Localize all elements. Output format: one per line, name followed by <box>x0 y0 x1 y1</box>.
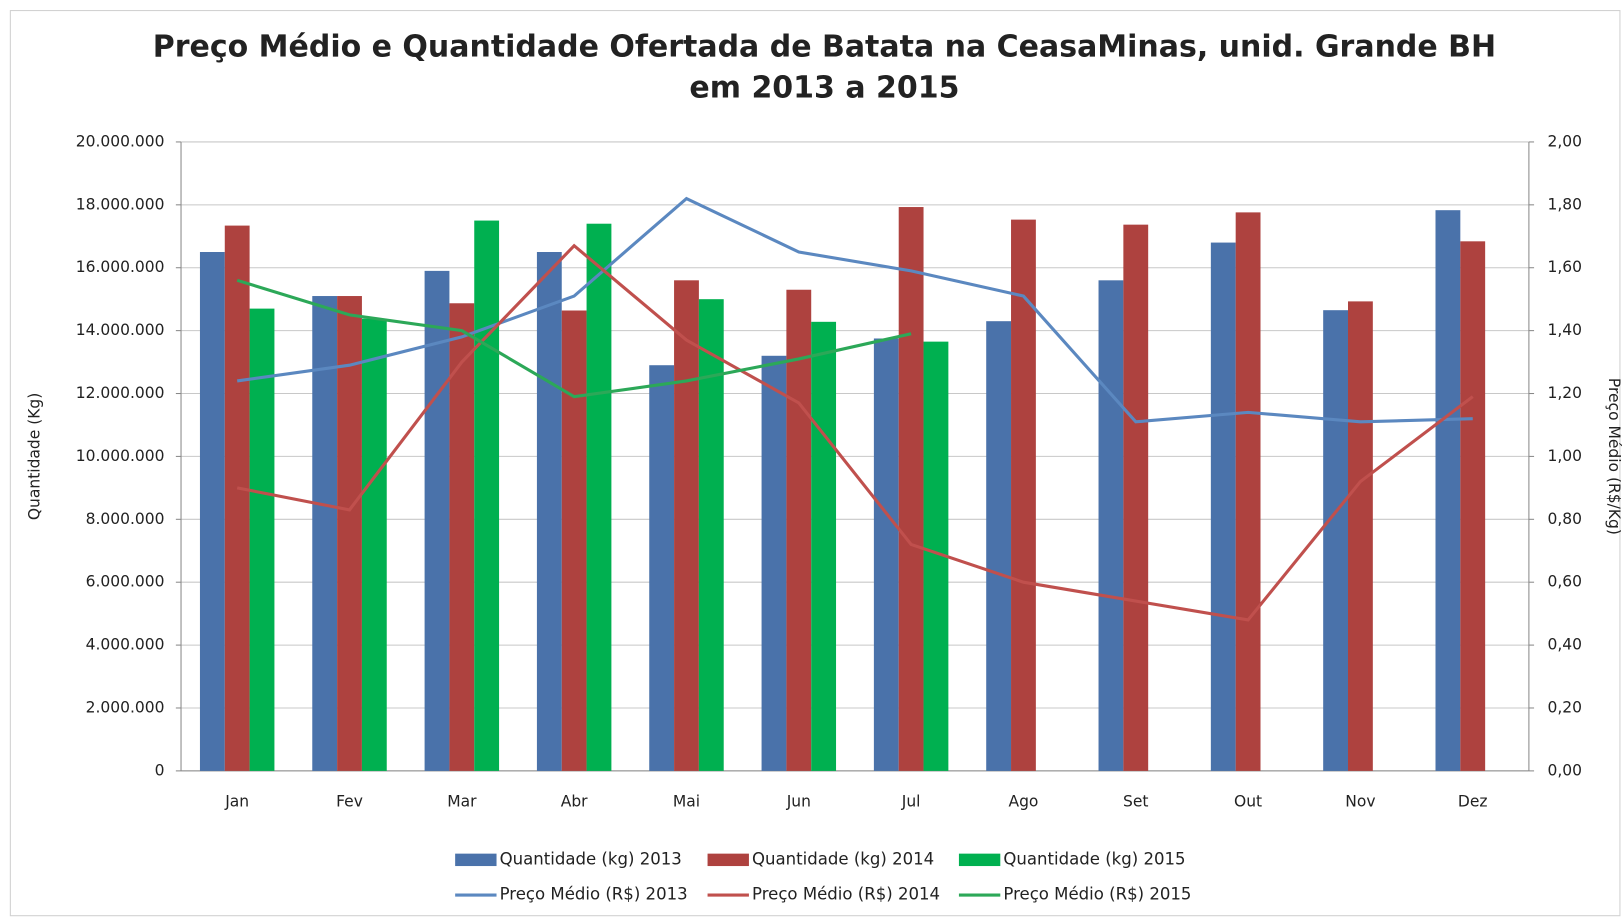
bar <box>449 303 475 771</box>
y2-tick-label: 1,60 <box>1548 258 1583 276</box>
y2-tick-label: 0,20 <box>1548 698 1583 716</box>
chart-title: Preço Médio e Quantidade Ofertada de Bat… <box>153 29 1496 64</box>
bar <box>1210 242 1236 771</box>
y2-axis-title: Preço Médio (R$/Kg) <box>1605 378 1622 535</box>
legend-swatch <box>707 853 749 867</box>
bar <box>986 321 1012 771</box>
x-tick-label: Jul <box>901 792 921 810</box>
legend-label: Preço Médio (R$) 2013 <box>500 885 688 904</box>
bar <box>337 296 362 771</box>
line <box>236 243 1474 622</box>
y-tick-label: 8.000.000 <box>86 510 165 528</box>
y-tick-label: 4.000.000 <box>86 636 165 654</box>
x-tick-label: Dez <box>1458 792 1488 810</box>
y-tick-label: 18.000.000 <box>76 195 165 213</box>
bar <box>536 252 562 771</box>
y2-tick-label: 0,00 <box>1548 761 1583 779</box>
bar <box>1348 301 1373 771</box>
y-tick-label: 6.000.000 <box>86 573 165 591</box>
bar <box>1098 280 1124 771</box>
x-tick-label: Set <box>1123 792 1148 810</box>
x-tick-label: Ago <box>1008 792 1038 810</box>
x-tick-label: Abr <box>561 792 588 810</box>
line <box>236 196 1473 424</box>
y-tick-label: 2.000.000 <box>86 698 165 716</box>
bar <box>786 289 812 771</box>
bar <box>224 225 250 771</box>
bar <box>1460 241 1486 771</box>
y2-tick-label: 0,40 <box>1548 636 1583 654</box>
bar <box>1323 310 1349 771</box>
y2-tick-label: 0,60 <box>1548 573 1583 591</box>
bar <box>898 207 924 771</box>
bar <box>561 310 587 771</box>
bar <box>1011 219 1036 771</box>
y2-tick-label: 2,00 <box>1548 132 1583 150</box>
line <box>236 278 912 399</box>
y2-tick-label: 1,00 <box>1548 447 1583 465</box>
x-tick-label: Out <box>1234 792 1262 810</box>
x-tick-label: Nov <box>1345 792 1375 810</box>
legend-swatch <box>958 853 1001 867</box>
y-tick-label: 16.000.000 <box>76 258 165 276</box>
y-tick-label: 10.000.000 <box>76 447 165 465</box>
y2-tick-label: 1,80 <box>1548 195 1583 213</box>
legend-swatch <box>455 853 497 867</box>
bar <box>1435 210 1461 771</box>
legend-label: Quantidade (kg) 2015 <box>1003 849 1185 868</box>
y2-tick-label: 1,20 <box>1548 384 1583 402</box>
bar <box>199 252 225 771</box>
bar <box>1235 212 1261 771</box>
bar <box>361 318 387 771</box>
y2-tick-label: 1,40 <box>1548 321 1583 339</box>
bar <box>1123 224 1149 771</box>
x-tick-label: Jan <box>224 792 249 810</box>
x-tick-label: Mar <box>447 792 477 810</box>
y-tick-label: 12.000.000 <box>76 384 165 402</box>
y-tick-label: 0 <box>155 761 165 779</box>
bar <box>649 365 675 771</box>
y-tick-label: 20.000.000 <box>76 132 165 150</box>
bar <box>424 270 450 771</box>
bar <box>761 355 787 771</box>
x-tick-label: Mai <box>673 792 700 810</box>
y-axis-title: Quantidade (Kg) <box>26 393 44 520</box>
bar <box>474 220 500 771</box>
bar <box>698 299 724 771</box>
bar <box>586 223 612 771</box>
x-tick-label: Jun <box>786 792 811 810</box>
y-tick-label: 14.000.000 <box>76 321 165 339</box>
legend-label: Preço Médio (R$) 2015 <box>1003 885 1191 904</box>
x-tick-label: Fev <box>336 792 363 810</box>
legend-label: Quantidade (kg) 2014 <box>752 849 934 868</box>
bar <box>811 321 837 771</box>
legend-label: Quantidade (kg) 2013 <box>500 849 682 868</box>
legend-label: Preço Médio (R$) 2014 <box>752 885 940 904</box>
bar <box>249 308 275 771</box>
bar <box>312 296 338 771</box>
chart-title: em 2013 a 2015 <box>689 71 959 106</box>
y2-tick-label: 0,80 <box>1548 510 1583 528</box>
bar <box>873 338 899 771</box>
bar <box>674 280 699 771</box>
